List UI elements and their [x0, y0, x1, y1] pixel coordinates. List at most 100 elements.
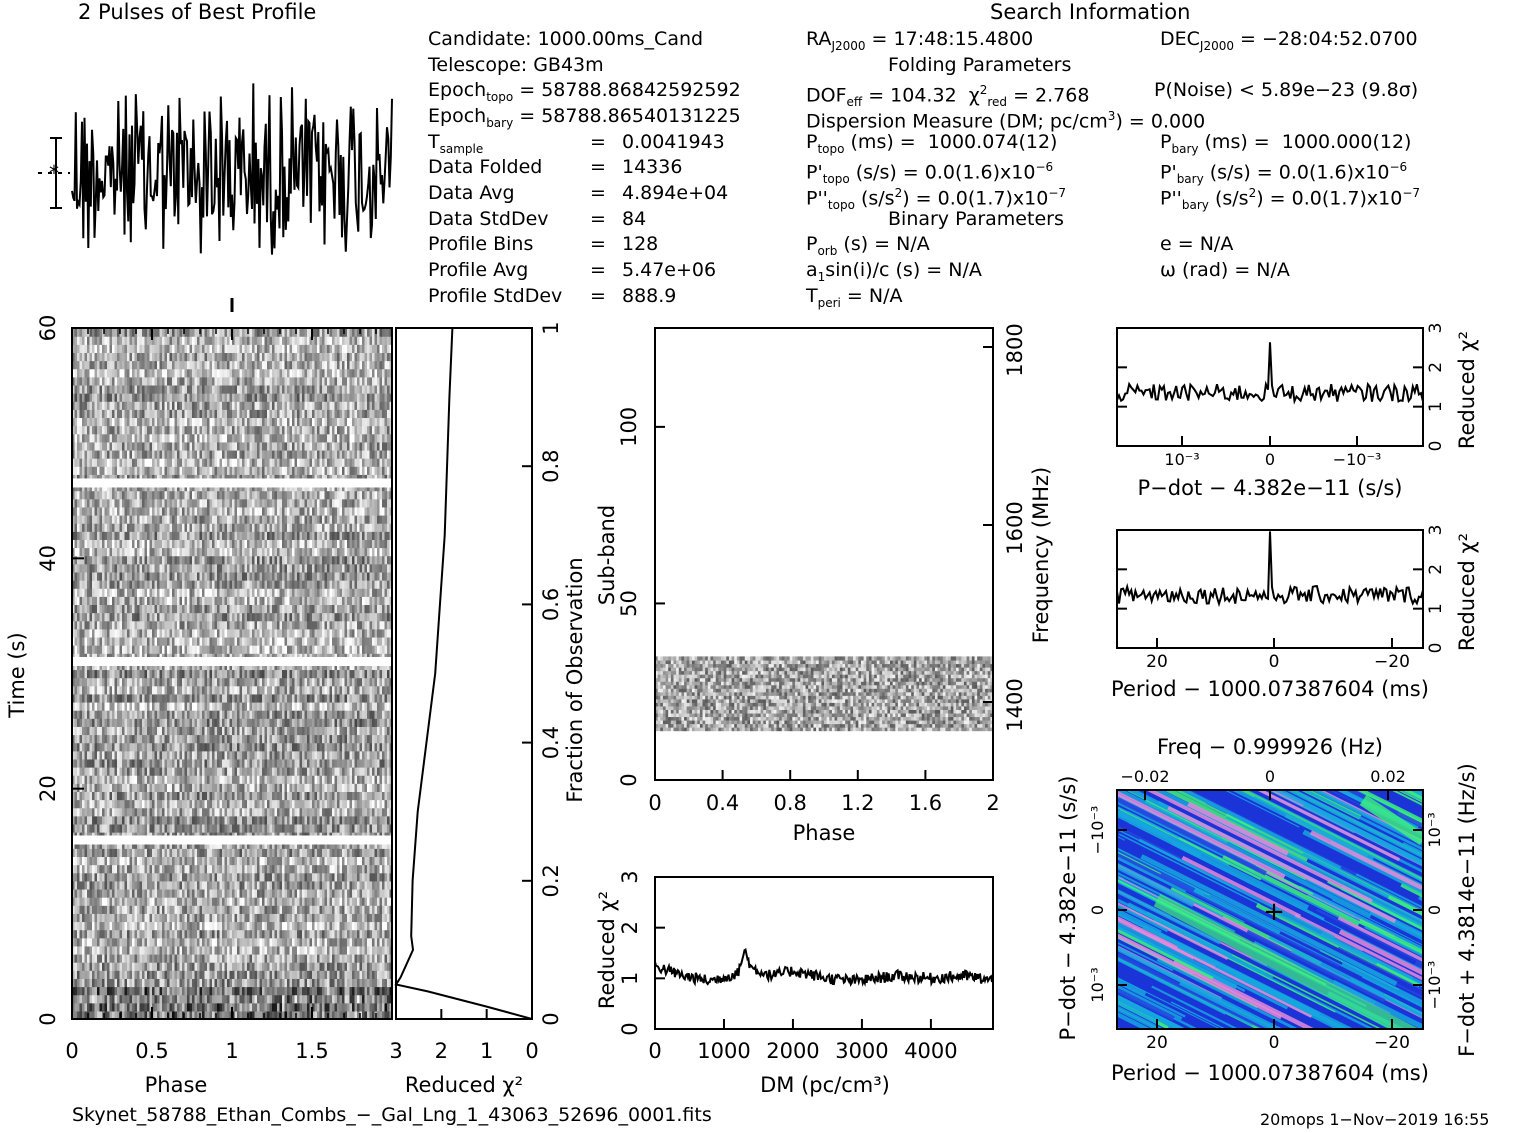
time-phase-cell — [174, 986, 178, 996]
time-phase-cell — [169, 1002, 173, 1012]
info-ra: RAJ2000 = 17:48:15.4800 — [806, 28, 1034, 53]
time-phase-cell — [129, 978, 133, 988]
time-phase-cell — [194, 986, 198, 996]
time-phase-cell — [77, 994, 81, 1004]
time-phase-cell — [312, 986, 316, 996]
time-phase-cell — [79, 1002, 83, 1012]
time-phase-cell — [359, 1002, 363, 1012]
time-phase-cell — [219, 986, 223, 996]
time-phase-cell — [204, 994, 208, 1004]
time-phase-cell — [242, 1010, 246, 1020]
time-phase-cell — [159, 994, 163, 1004]
time-phase-cell — [122, 1010, 126, 1020]
time-phase-cell — [382, 994, 386, 1004]
time-phase-cell — [209, 994, 213, 1004]
time-phase-cell — [257, 986, 261, 996]
time-phase-cell — [297, 1010, 301, 1020]
time-phase-cell — [227, 1010, 231, 1020]
time-phase-cell — [297, 978, 301, 988]
time-phase-cell — [254, 986, 258, 996]
time-phase-cell — [364, 1010, 368, 1020]
time-phase-cell — [357, 1010, 361, 1020]
time-phase-cell — [117, 994, 121, 1004]
time-phase-cell — [262, 994, 266, 1004]
time-phase-cell — [232, 970, 236, 979]
time-phase-cell — [247, 986, 251, 996]
time-phase-cell — [137, 978, 141, 988]
time-phase-cell — [72, 978, 76, 988]
time-phase-cell — [354, 1002, 358, 1012]
time-phase-cell — [254, 970, 258, 979]
time-phase-cell — [337, 986, 341, 996]
time-phase-cell — [109, 986, 113, 996]
time-phase-cell — [299, 1002, 303, 1012]
info-omega: ω (rad) = N/A — [1160, 259, 1290, 281]
time-phase-cell — [339, 1010, 343, 1020]
time-phase-cell — [314, 978, 318, 988]
time-phase-cell — [309, 986, 313, 996]
time-phase-cell — [264, 986, 268, 996]
time-phase-cell — [172, 970, 176, 979]
time-phase-cell — [172, 978, 176, 988]
time-phase-cell — [302, 986, 306, 996]
time-phase-cell — [257, 970, 261, 979]
time-phase-cell — [134, 1002, 138, 1012]
time-phase-cell — [349, 986, 353, 996]
time-phase-cell — [157, 1002, 161, 1012]
time-phase-cell — [262, 1002, 266, 1012]
time-phase-cell — [164, 986, 168, 996]
info-data-stddev: Data StdDev = 84 — [428, 208, 647, 230]
time-phase-cell — [152, 994, 156, 1004]
time-phase-cell — [304, 986, 308, 996]
time-phase-cell — [94, 978, 98, 988]
info-data-folded: Data Folded = 14336 — [428, 156, 683, 178]
time-phase-cell — [162, 1010, 166, 1020]
time-phase-cell — [219, 1002, 223, 1012]
time-phase-cell — [332, 1010, 336, 1020]
time-phase-cell — [324, 994, 328, 1004]
time-phase-cell — [317, 978, 321, 988]
time-phase-cell — [112, 994, 116, 1004]
time-phase-cell — [144, 1002, 148, 1012]
time-phase-cell — [324, 1002, 328, 1012]
time-phase-cell — [219, 978, 223, 988]
time-phase-cell — [242, 986, 246, 996]
time-phase-cell — [224, 978, 228, 988]
time-phase-cell — [199, 1010, 203, 1020]
time-phase-cell — [92, 1002, 96, 1012]
time-phase-cell — [379, 994, 383, 1004]
time-phase-cell — [147, 970, 151, 979]
time-phase-cell — [312, 994, 316, 1004]
time-phase-cell — [239, 970, 243, 979]
time-phase-cell — [264, 1002, 268, 1012]
time-phase-cell — [99, 1002, 103, 1012]
time-phase-cell — [307, 978, 311, 988]
time-phase-cell — [369, 978, 373, 988]
time-phase-cell — [257, 994, 261, 1004]
time-phase-cell — [299, 994, 303, 1004]
time-phase-cell — [249, 994, 253, 1004]
time-phase-cell — [182, 1002, 186, 1012]
time-phase-cell — [269, 986, 273, 996]
time-phase-cell — [174, 1010, 178, 1020]
time-phase-cell — [209, 1010, 213, 1020]
time-phase-cell — [159, 1010, 163, 1020]
time-phase-cell — [209, 970, 213, 979]
time-phase-cell — [322, 978, 326, 988]
time-phase-cell — [254, 1010, 258, 1020]
time-phase-cell — [299, 986, 303, 996]
time-phase-cell — [132, 1010, 136, 1020]
time-phase-cell — [244, 994, 248, 1004]
time-phase-cell — [364, 978, 368, 988]
time-phase-cell — [342, 978, 346, 988]
time-phase-cell — [214, 1002, 218, 1012]
time-phase-cell — [162, 970, 166, 979]
time-phase-cell — [284, 978, 288, 988]
time-phase-cell — [282, 978, 286, 988]
time-phase-cell — [322, 1002, 326, 1012]
time-phase-cell — [152, 970, 156, 979]
time-phase-cell — [144, 994, 148, 1004]
time-phase-cell — [137, 1002, 141, 1012]
time-phase-cell — [204, 978, 208, 988]
time-phase-cell — [237, 994, 241, 1004]
